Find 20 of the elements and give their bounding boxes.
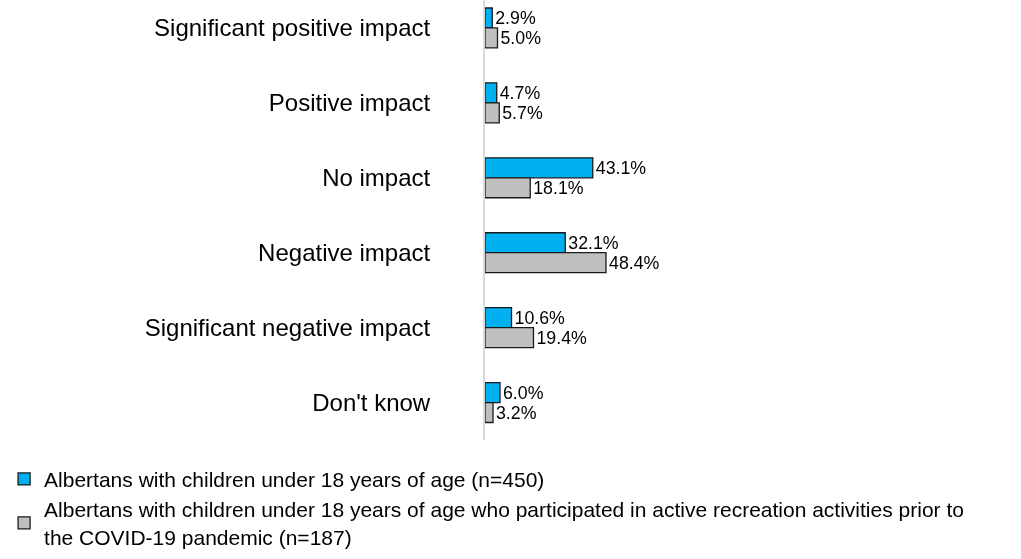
data-label: 48.4%: [609, 252, 660, 273]
data-label: 3.2%: [496, 402, 537, 423]
y-tick-label: No impact: [322, 164, 431, 192]
legend-label: Albertans with children under 18 years of age (n=450): [44, 468, 545, 492]
data-label: 2.9%: [495, 8, 536, 29]
y-tick-label: Significant positive impact: [154, 14, 431, 42]
data-label: 32.1%: [568, 233, 619, 253]
y-tick-label: Don't know: [312, 388, 431, 416]
data-label: 5.0%: [500, 28, 542, 49]
y-tick-label: Positive impact: [268, 89, 431, 117]
data-label: 10.6%: [514, 307, 566, 328]
data-label: 43.1%: [595, 158, 647, 179]
data-label: 6.0%: [503, 382, 544, 403]
y-tick-label: Significant negative impact: [144, 314, 431, 342]
data-label: 19.4%: [536, 327, 588, 348]
data-label: 4.7%: [499, 83, 541, 104]
data-label: 18.1%: [533, 178, 584, 199]
y-tick-label: Negative impact: [258, 239, 431, 267]
legend-label: Albertans with children under 18 years of age who participated in active recreation activities prior to the COVID-19 pandemic (n=187): [44, 498, 964, 549]
data-label: 5.7%: [502, 103, 543, 124]
